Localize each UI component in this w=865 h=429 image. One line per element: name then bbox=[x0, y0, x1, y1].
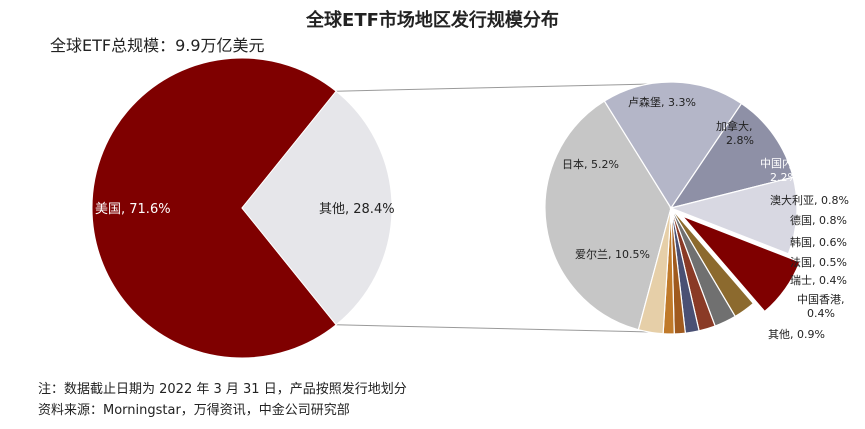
breakdown-label-5: 澳大利亚, 0.8% bbox=[770, 193, 849, 207]
breakdown-slice-11 bbox=[637, 207, 672, 335]
main-label-us: 美国, 71.6% bbox=[95, 202, 171, 217]
breakdown-label-8: 法国, 0.5% bbox=[790, 255, 847, 269]
connector-bottom bbox=[336, 324, 652, 333]
breakdown-slice-3 bbox=[669, 176, 798, 255]
connector-lines bbox=[336, 83, 652, 333]
breakdown-label-6: 德国, 0.8% bbox=[790, 213, 847, 227]
breakdown-slice-1 bbox=[603, 81, 743, 210]
breakdown-label-7: 韩国, 0.6% bbox=[790, 235, 847, 249]
breakdown-label-10: 中国香港, 0.4% bbox=[797, 293, 845, 320]
breakdown-label-2: 卢森堡, 3.3% bbox=[628, 95, 696, 109]
breakdown-slice-2 bbox=[669, 102, 794, 209]
breakdown-label-9: 瑞士, 0.4% bbox=[790, 273, 847, 287]
main-slice-us bbox=[91, 57, 337, 359]
breakdown-label-1: 日本, 5.2% bbox=[562, 157, 619, 171]
slice-labels: 美国, 71.6% 其他, 28.4% 爱尔兰, 10.5% 日本, 5.2% 卢森堡,… bbox=[95, 95, 849, 341]
breakdown-label-3: 加拿大, 2.8% bbox=[716, 119, 754, 147]
breakdown-label-4: 中国内地, 2.2% bbox=[760, 156, 808, 184]
main-pie bbox=[91, 57, 393, 359]
breakdown-label-0: 爱尔兰, 10.5% bbox=[575, 248, 650, 261]
chart-title: 全球ETF市场地区发行规模分布 bbox=[306, 10, 559, 31]
main-label-other: 其他, 28.4% bbox=[319, 202, 395, 217]
chart-subtitle: 全球ETF总规模：9.9万亿美元 bbox=[50, 36, 265, 55]
breakdown-pie bbox=[544, 81, 801, 335]
connector-top bbox=[336, 83, 652, 92]
breakdown-label-11: 其他, 0.9% bbox=[768, 328, 825, 341]
main-slice-other bbox=[241, 90, 393, 326]
source-note: 资料来源：Morningstar，万得资讯，中金公司研究部 bbox=[38, 403, 350, 418]
breakdown-slice-4 bbox=[681, 215, 801, 313]
footnote: 注：数据截止日期为 2022 年 3 月 31 日，产品按照发行地划分 bbox=[38, 382, 407, 397]
